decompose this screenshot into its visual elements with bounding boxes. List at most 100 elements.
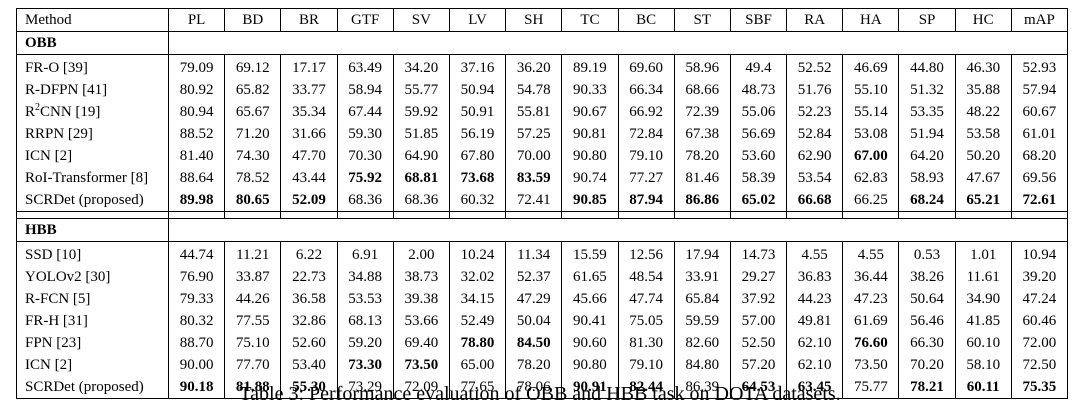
cell-pl: 76.90 bbox=[167, 266, 226, 288]
cell-lv: 32.02 bbox=[448, 266, 507, 288]
cell-br: 47.70 bbox=[280, 145, 338, 167]
cell-sh: 83.59 bbox=[505, 167, 563, 189]
table-row: FR-H [31] 80.32 77.55 32.86 68.13 53.66 52.49 5… bbox=[16, 310, 1069, 332]
cell-st: 84.80 bbox=[673, 354, 731, 376]
cell-bd: 69.12 bbox=[224, 54, 282, 79]
cell-st: 81.46 bbox=[673, 167, 731, 189]
section-header-obb: OBB bbox=[16, 31, 1068, 55]
method-name: ICN [2] bbox=[16, 354, 169, 376]
cell-sp: 38.26 bbox=[898, 266, 956, 288]
cell-sh: 78.06 bbox=[505, 376, 563, 399]
cell-hc: 50.20 bbox=[954, 145, 1012, 167]
table-row: R2CNN [19] 80.94 65.67 35.34 67.44 59.92 50.91… bbox=[16, 101, 1069, 123]
cell-tc: 90.91 bbox=[561, 376, 619, 399]
cell-bd: 65.82 bbox=[224, 79, 282, 101]
cell-br: 6.22 bbox=[280, 241, 338, 266]
cell-map: 60.67 bbox=[1010, 101, 1069, 123]
cell-lv: 52.49 bbox=[448, 310, 507, 332]
cell-bd: 44.26 bbox=[224, 288, 282, 310]
cell-gtf: 73.30 bbox=[336, 354, 394, 376]
cell-ra: 44.23 bbox=[786, 288, 844, 310]
cell-sp: 56.46 bbox=[898, 310, 956, 332]
cell-tc: 90.33 bbox=[561, 79, 619, 101]
cell-sbf: 57.00 bbox=[729, 310, 788, 332]
cell-bc: 87.94 bbox=[617, 189, 675, 212]
table-row: R-DFPN [41] 80.92 65.82 33.77 58.94 55.77 50.9… bbox=[16, 79, 1069, 101]
cell-gtf: 75.92 bbox=[336, 167, 394, 189]
cell-sbf: 37.92 bbox=[729, 288, 788, 310]
cell-sh: 57.25 bbox=[505, 123, 563, 145]
method-name: FR-O [39] bbox=[16, 54, 169, 79]
cell-bd: 81.88 bbox=[224, 376, 282, 399]
cell-pl: 79.33 bbox=[167, 288, 226, 310]
section-label: HBB bbox=[16, 218, 169, 242]
cell-sv: 34.20 bbox=[392, 54, 450, 79]
cell-map: 72.50 bbox=[1010, 354, 1069, 376]
cell-sp: 50.64 bbox=[898, 288, 956, 310]
cell-map: 39.20 bbox=[1010, 266, 1069, 288]
cell-sh: 52.37 bbox=[505, 266, 563, 288]
cell-sp: 64.20 bbox=[898, 145, 956, 167]
cell-lv: 50.94 bbox=[448, 79, 507, 101]
section-spacer bbox=[168, 218, 1068, 242]
cell-hc: 53.58 bbox=[954, 123, 1012, 145]
cell-sv: 68.36 bbox=[392, 189, 450, 212]
cell-bc: 48.54 bbox=[617, 266, 675, 288]
table-row: ICN [2] 90.00 77.70 53.40 73.30 73.50 65.00 78.… bbox=[16, 354, 1069, 376]
cell-ha: 55.14 bbox=[842, 101, 900, 123]
cell-tc: 90.85 bbox=[561, 189, 619, 212]
cell-lv: 65.00 bbox=[448, 354, 507, 376]
cell-sv: 53.66 bbox=[392, 310, 450, 332]
column-header-tc: TC bbox=[561, 8, 619, 32]
cell-ra: 63.45 bbox=[786, 376, 844, 399]
cell-br: 22.73 bbox=[280, 266, 338, 288]
cell-bc: 81.30 bbox=[617, 332, 675, 354]
cell-st: 72.39 bbox=[673, 101, 731, 123]
cell-gtf: 53.53 bbox=[336, 288, 394, 310]
cell-sbf: 55.06 bbox=[729, 101, 788, 123]
cell-map: 47.24 bbox=[1010, 288, 1069, 310]
column-header-ha: HA bbox=[842, 8, 900, 32]
cell-ra: 51.76 bbox=[786, 79, 844, 101]
cell-tc: 45.66 bbox=[561, 288, 619, 310]
cell-gtf: 59.30 bbox=[336, 123, 394, 145]
cell-lv: 78.80 bbox=[448, 332, 507, 354]
method-name-part: CNN [19] bbox=[40, 104, 101, 120]
cell-ha: 55.10 bbox=[842, 79, 900, 101]
cell-pl: 89.98 bbox=[167, 189, 226, 212]
method-name: R2CNN [19] bbox=[16, 101, 169, 123]
cell-gtf: 59.20 bbox=[336, 332, 394, 354]
cell-tc: 90.41 bbox=[561, 310, 619, 332]
method-name: ICN [2] bbox=[16, 145, 169, 167]
cell-st: 68.66 bbox=[673, 79, 731, 101]
section-gap bbox=[16, 211, 1069, 219]
cell-ha: 62.83 bbox=[842, 167, 900, 189]
cell-bd: 33.87 bbox=[224, 266, 282, 288]
cell-bc: 12.56 bbox=[617, 241, 675, 266]
cell-br: 17.17 bbox=[280, 54, 338, 79]
cell-sh: 70.00 bbox=[505, 145, 563, 167]
cell-sv: 64.90 bbox=[392, 145, 450, 167]
cell-st: 58.96 bbox=[673, 54, 731, 79]
cell-sv: 69.40 bbox=[392, 332, 450, 354]
cell-st: 33.91 bbox=[673, 266, 731, 288]
cell-br: 36.58 bbox=[280, 288, 338, 310]
column-header-hc: HC bbox=[954, 8, 1012, 32]
cell-sbf: 58.39 bbox=[729, 167, 788, 189]
cell-ra: 62.10 bbox=[786, 354, 844, 376]
cell-map: 68.20 bbox=[1010, 145, 1069, 167]
cell-st: 65.84 bbox=[673, 288, 731, 310]
cell-ha: 53.08 bbox=[842, 123, 900, 145]
column-header-bd: BD bbox=[224, 8, 282, 32]
results-table: Method PL BD BR GTF SV LV SH TC BC ST SBF RA HA SP HC mA… bbox=[16, 8, 1069, 399]
cell-sp: 51.32 bbox=[898, 79, 956, 101]
cell-lv: 73.68 bbox=[448, 167, 507, 189]
method-name: R-FCN [5] bbox=[16, 288, 169, 310]
cell-hc: 47.67 bbox=[954, 167, 1012, 189]
method-name: RoI-Transformer [8] bbox=[16, 167, 169, 189]
cell-map: 72.61 bbox=[1010, 189, 1069, 212]
table-row: FPN [23] 88.70 75.10 52.60 59.20 69.40 78.80 84… bbox=[16, 332, 1069, 354]
cell-bd: 71.20 bbox=[224, 123, 282, 145]
cell-sbf: 53.60 bbox=[729, 145, 788, 167]
cell-sbf: 57.20 bbox=[729, 354, 788, 376]
